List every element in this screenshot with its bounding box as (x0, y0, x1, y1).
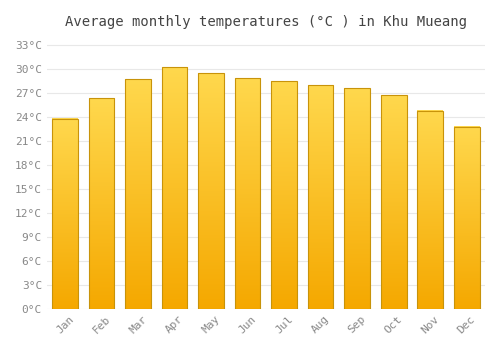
Bar (454, 127, 479, 309)
Bar (418, 111, 443, 309)
Bar (272, 81, 297, 309)
Bar (89, 98, 114, 309)
Bar (235, 78, 260, 309)
Bar (308, 85, 334, 309)
Bar (126, 79, 151, 309)
Title: Average monthly temperatures (°C ) in Khu Mueang: Average monthly temperatures (°C ) in Kh… (65, 15, 467, 29)
Bar (344, 88, 370, 309)
Bar (52, 119, 78, 309)
Bar (198, 73, 224, 309)
Bar (162, 68, 188, 309)
Bar (381, 96, 406, 309)
